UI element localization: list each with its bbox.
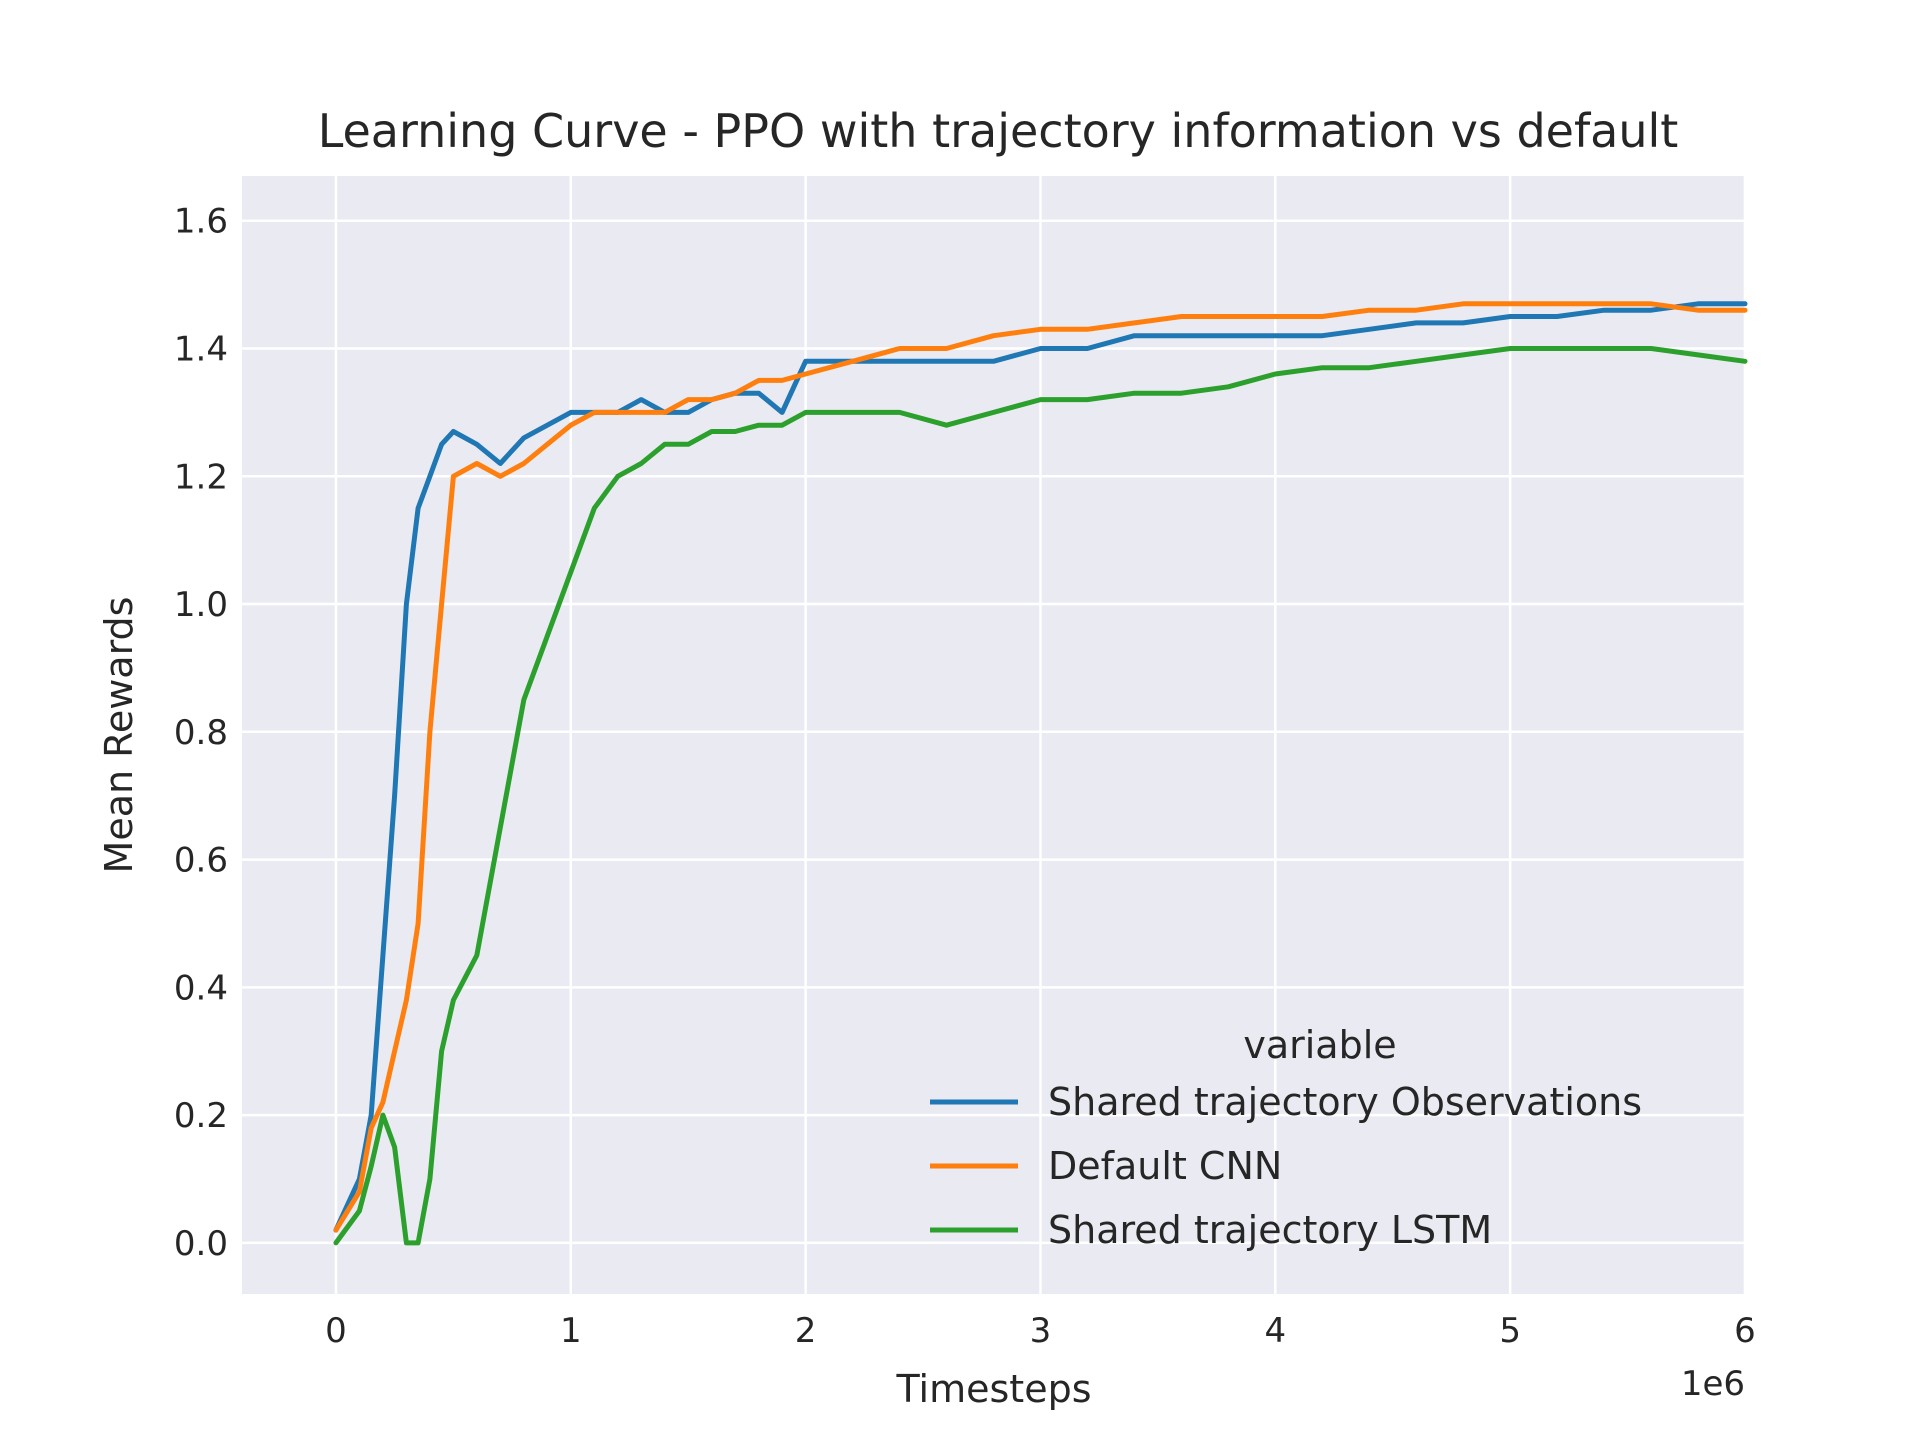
series-layer — [333, 301, 1748, 1246]
x-tick-label: 1 — [560, 1311, 582, 1351]
series-line-1 — [333, 301, 1748, 1233]
y-tick-label: 0.2 — [174, 1096, 228, 1136]
y-tick-label: 0.6 — [174, 841, 228, 881]
chart-title: Learning Curve - PPO with trajectory inf… — [318, 104, 1679, 158]
x-tick-label: 4 — [1264, 1311, 1286, 1351]
legend-title: variable — [1243, 1023, 1396, 1067]
legend-label-1: Shared trajectory Observations — [1048, 1080, 1642, 1124]
x-tick-label: 6 — [1734, 1311, 1756, 1351]
legend-label-3: Shared trajectory LSTM — [1048, 1208, 1492, 1252]
x-tick-label: 2 — [795, 1311, 817, 1351]
x-tick-label: 3 — [1030, 1311, 1052, 1351]
x-axis-label: Timesteps — [896, 1367, 1092, 1411]
plot-area — [242, 176, 1745, 1294]
y-tick-label: 0.8 — [174, 713, 228, 753]
y-tick-label: 0.0 — [174, 1224, 228, 1264]
legend-label-2: Default CNN — [1048, 1144, 1282, 1188]
y-tick-label: 1.2 — [174, 457, 228, 497]
y-tick-label: 1.4 — [174, 329, 228, 369]
series-line-3 — [333, 346, 1748, 1246]
y-axis-label: Mean Rewards — [97, 597, 141, 874]
x-tick-label: 0 — [325, 1311, 347, 1351]
series-line-2 — [333, 301, 1748, 1233]
ticks: 0 1 2 3 4 5 6 0.0 0.2 0.4 0.6 0.8 1.0 1.2 1.4 1.6 — [174, 202, 1756, 1351]
legend: variable Shared trajectory Observations D… — [930, 1023, 1642, 1252]
x-offset-label: 1e6 — [1681, 1364, 1745, 1404]
x-tick-label: 5 — [1499, 1311, 1521, 1351]
y-tick-label: 1.0 — [174, 585, 228, 625]
y-tick-label: 1.6 — [174, 202, 228, 242]
y-tick-label: 0.4 — [174, 968, 228, 1008]
